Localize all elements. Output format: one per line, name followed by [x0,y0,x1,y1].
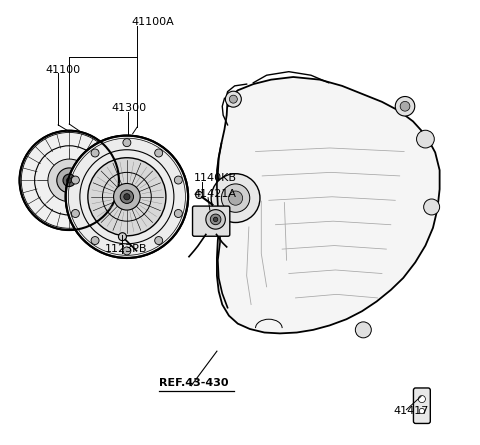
Circle shape [196,191,203,198]
Text: 41417: 41417 [393,406,429,416]
Circle shape [91,149,99,157]
Circle shape [424,199,440,215]
Circle shape [221,184,250,212]
Circle shape [120,190,133,203]
Circle shape [123,139,131,147]
Circle shape [91,237,99,245]
Text: 1140KB: 1140KB [193,173,237,183]
Circle shape [417,130,434,148]
Circle shape [72,210,79,218]
Circle shape [20,131,119,230]
Text: 41100A: 41100A [132,17,174,27]
Text: 1123PB: 1123PB [105,244,147,254]
Circle shape [174,176,182,184]
Circle shape [419,396,425,403]
Text: 41300: 41300 [111,103,146,113]
Text: REF.43-430: REF.43-430 [159,378,229,388]
Circle shape [174,210,182,218]
Text: 41421A: 41421A [193,189,237,199]
Text: 41100: 41100 [46,65,81,75]
Polygon shape [217,77,440,333]
Circle shape [119,233,126,241]
Circle shape [228,191,243,205]
FancyBboxPatch shape [413,388,430,424]
Circle shape [211,174,260,222]
Circle shape [155,149,163,157]
Circle shape [210,214,221,225]
Circle shape [400,101,410,111]
Circle shape [206,210,226,229]
Circle shape [48,159,91,202]
Circle shape [419,409,424,414]
Circle shape [57,168,82,193]
Circle shape [124,194,130,200]
Circle shape [229,95,237,103]
Circle shape [123,247,131,255]
Circle shape [214,217,218,222]
Circle shape [63,174,75,186]
Circle shape [355,322,372,338]
Circle shape [72,176,79,184]
Circle shape [67,178,72,183]
Circle shape [395,97,415,116]
Circle shape [114,183,140,210]
Circle shape [88,158,166,236]
Circle shape [155,237,163,245]
FancyBboxPatch shape [192,206,230,236]
Circle shape [66,136,188,258]
Circle shape [226,91,241,107]
